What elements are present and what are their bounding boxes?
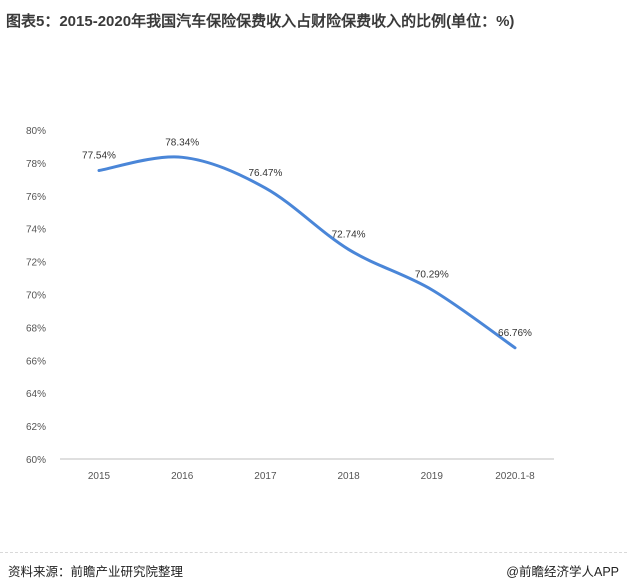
y-tick-label: 76% [26,192,46,203]
source-note: 资料来源：前瞻产业研究院整理 [8,565,184,579]
x-tick-label: 2020.1-8 [495,471,535,482]
data-label: 76.47% [248,168,282,179]
y-tick-label: 64% [26,389,46,400]
y-tick-label: 68% [26,323,46,334]
chart-title: 图表5：2015-2020年我国汽车保险保费收入占财险保费收入的比例(单位：%) [6,13,515,30]
y-tick-label: 74% [26,225,46,236]
brand-note: @前瞻经济学人APP [506,565,619,579]
x-axis-ticks: 2015 2016 2017 2018 2019 2020.1-8 [88,471,535,482]
y-tick-label: 72% [26,258,46,269]
x-tick-label: 2018 [337,471,360,482]
data-label: 77.54% [82,150,116,161]
x-tick-label: 2016 [171,471,194,482]
data-label: 78.34% [165,137,199,148]
x-tick-label: 2017 [254,471,277,482]
line-chart: 60%62%64%66%68%70%72%74%76%78%80% 2015 20… [26,126,554,482]
y-tick-label: 60% [26,455,46,466]
y-tick-label: 70% [26,291,46,302]
x-tick-label: 2015 [88,471,111,482]
footer-divider [0,552,627,553]
x-tick-label: 2019 [421,471,444,482]
y-tick-label: 78% [26,159,46,170]
data-label: 70.29% [415,270,449,281]
y-tick-label: 66% [26,356,46,367]
y-axis-ticks: 60% 62% 64% 66% 68% 70% 72% 74% 76% 78% 80% [26,126,46,466]
data-label: 66.76% [498,328,532,339]
data-labels: 77.54% 78.34% 76.47% 72.74% 70.29% 66.76% [82,137,532,338]
y-tick-label: 80% [26,126,46,137]
y-tick-label: 62% [26,422,46,433]
series-line [97,155,517,350]
data-label: 72.74% [332,229,366,240]
